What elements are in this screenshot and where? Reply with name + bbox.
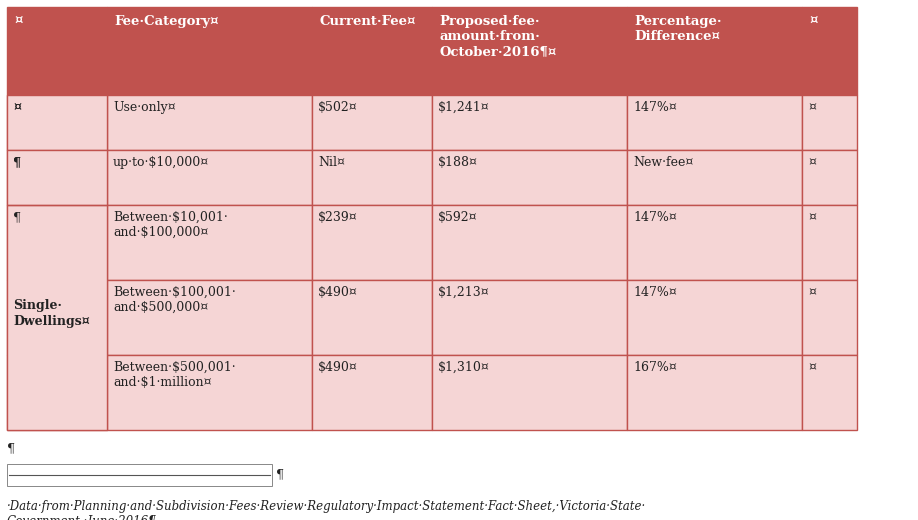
Bar [7, 150, 107, 205]
Bar [7, 464, 272, 486]
Bar [802, 7, 857, 95]
Text: Single·
Dwellings¤: Single· Dwellings¤ [13, 300, 90, 328]
Bar [627, 95, 802, 150]
Bar [7, 150, 107, 205]
Bar [107, 355, 312, 430]
Bar [107, 280, 312, 355]
Text: ¶: ¶ [276, 469, 284, 482]
Text: Current·Fee¤: Current·Fee¤ [319, 15, 415, 28]
Text: $1,241¤: $1,241¤ [438, 101, 489, 114]
Text: ¶: ¶ [7, 442, 15, 455]
Bar [432, 205, 627, 280]
Bar [432, 280, 627, 355]
Bar [432, 355, 627, 430]
Text: $502¤: $502¤ [318, 101, 358, 114]
Bar [7, 205, 107, 430]
Text: $239¤: $239¤ [318, 211, 358, 224]
Text: $188¤: $188¤ [438, 156, 478, 169]
Bar [627, 7, 802, 95]
Text: $1,310¤: $1,310¤ [438, 361, 490, 374]
Bar [802, 205, 857, 280]
Text: ¤: ¤ [808, 101, 816, 114]
Text: $490¤: $490¤ [318, 361, 358, 374]
Text: Between·$10,001·
and·$100,000¤: Between·$10,001· and·$100,000¤ [113, 211, 228, 239]
Bar [432, 7, 627, 95]
Bar [627, 205, 802, 280]
Bar [107, 7, 312, 95]
Text: ¤: ¤ [808, 361, 816, 374]
Bar [312, 280, 432, 355]
Text: Use·only¤: Use·only¤ [113, 101, 175, 114]
Text: Proposed·fee·
amount·from·
October·2016¶¤: Proposed·fee· amount·from· October·2016¶… [439, 15, 556, 58]
Bar [107, 205, 312, 280]
Bar [7, 7, 107, 95]
Bar [627, 355, 802, 430]
Bar [7, 95, 107, 150]
Text: $592¤: $592¤ [438, 211, 477, 224]
Text: ¤: ¤ [13, 101, 21, 114]
Bar [7, 205, 107, 280]
Text: ¶: ¶ [13, 156, 21, 169]
Text: ¤: ¤ [13, 101, 21, 114]
Text: ¶: ¶ [13, 211, 21, 224]
Text: Between·$500,001·
and·$1·million¤: Between·$500,001· and·$1·million¤ [113, 361, 236, 389]
Bar [7, 355, 107, 430]
Bar [802, 95, 857, 150]
Text: Fee·Category¤: Fee·Category¤ [114, 15, 218, 28]
Text: ·Data·from·Planning·and·Subdivision·Fees·Review·Regulatory·Impact·Statement·Fact: ·Data·from·Planning·and·Subdivision·Fees… [7, 500, 646, 520]
Text: ¤: ¤ [808, 211, 816, 224]
Text: ¶: ¶ [13, 156, 21, 169]
Bar [432, 150, 627, 205]
Bar [107, 150, 312, 205]
Text: Nil¤: Nil¤ [318, 156, 345, 169]
Text: ¤: ¤ [14, 15, 22, 28]
Bar [312, 355, 432, 430]
Text: $1,213¤: $1,213¤ [438, 286, 489, 299]
Bar [107, 95, 312, 150]
Bar [312, 7, 432, 95]
Text: ¤: ¤ [808, 156, 816, 169]
Text: $490¤: $490¤ [318, 286, 358, 299]
Bar [802, 355, 857, 430]
Bar [312, 150, 432, 205]
Text: 147%¤: 147%¤ [633, 101, 677, 114]
Bar [802, 280, 857, 355]
Text: Percentage·
Difference¤: Percentage· Difference¤ [634, 15, 722, 43]
Text: New·fee¤: New·fee¤ [633, 156, 693, 169]
Text: Between·$100,001·
and·$500,000¤: Between·$100,001· and·$500,000¤ [113, 286, 236, 314]
Bar [7, 95, 107, 150]
Bar [627, 280, 802, 355]
Text: ¤: ¤ [809, 15, 817, 28]
Bar [432, 95, 627, 150]
Text: 147%¤: 147%¤ [633, 211, 677, 224]
Bar [312, 95, 432, 150]
Bar [802, 150, 857, 205]
Text: up·to·$10,000¤: up·to·$10,000¤ [113, 156, 209, 169]
Bar [7, 205, 107, 430]
Bar [312, 205, 432, 280]
Text: 167%¤: 167%¤ [633, 361, 677, 374]
Bar [627, 150, 802, 205]
Text: 147%¤: 147%¤ [633, 286, 677, 299]
Text: ¤: ¤ [808, 286, 816, 299]
Bar [7, 280, 107, 355]
